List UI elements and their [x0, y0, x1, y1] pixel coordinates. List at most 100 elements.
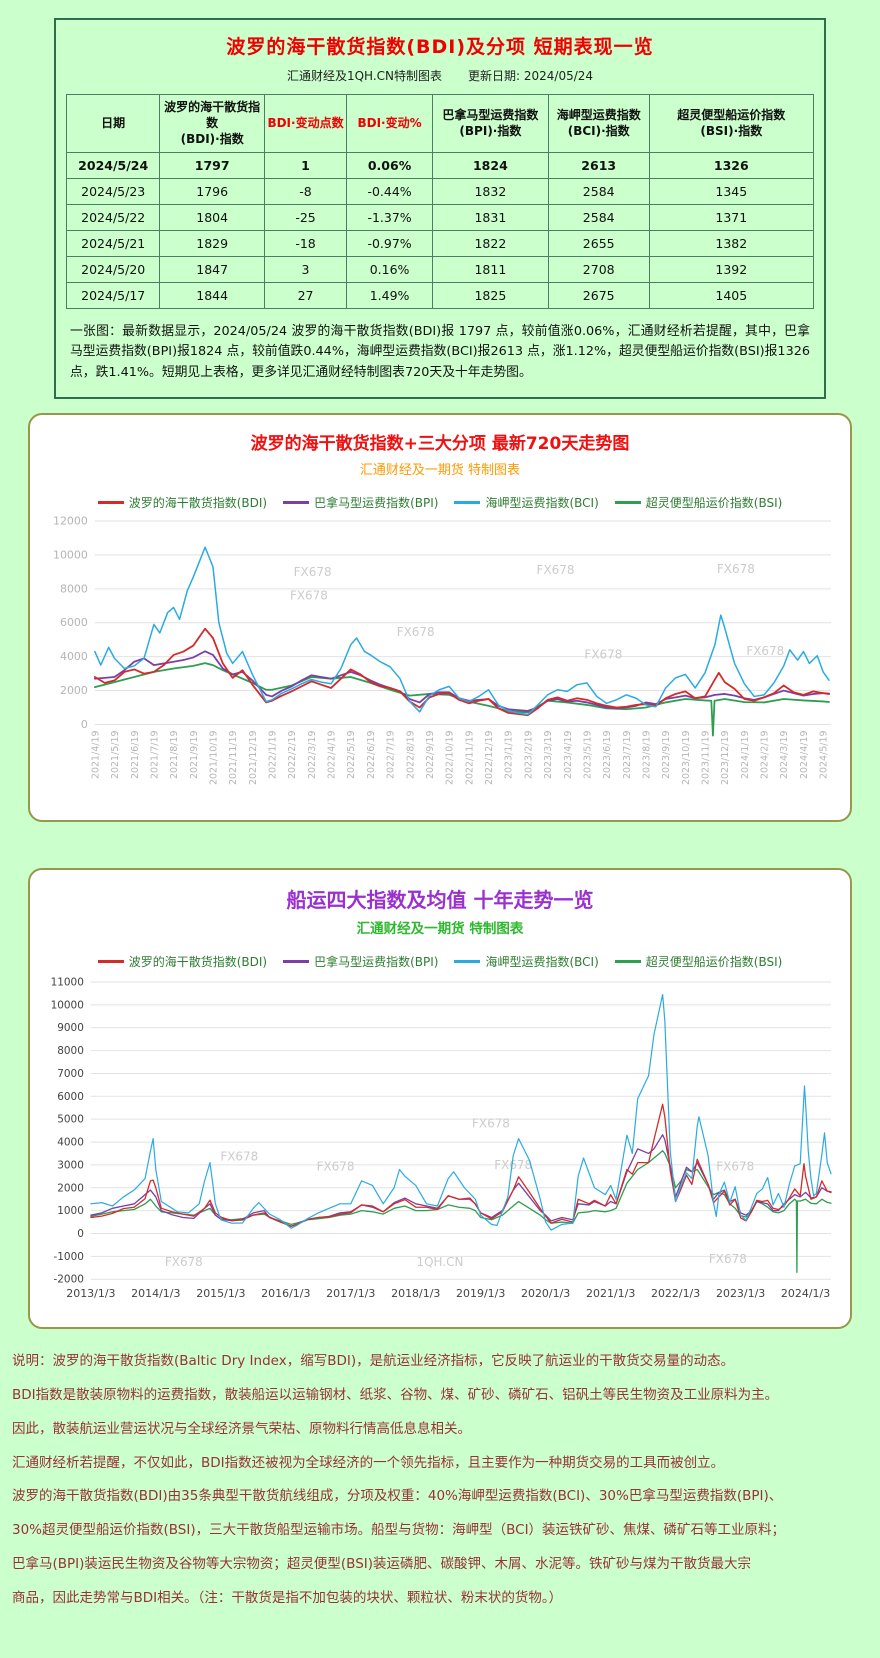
- svg-text:2022/1/19: 2022/1/19: [268, 730, 279, 779]
- legend-label: 波罗的海干散货指数(BDI): [128, 955, 268, 970]
- svg-text:2013/1/3: 2013/1/3: [66, 1287, 115, 1300]
- legend-label: 超灵便型船运价指数(BSI): [645, 495, 783, 510]
- panel-title: 波罗的海干散货指数(BDI)及分项 短期表现一览: [226, 36, 654, 58]
- svg-text:2022/1/3: 2022/1/3: [651, 1287, 700, 1300]
- gridlines: [94, 520, 832, 725]
- gridlines: [90, 981, 832, 1280]
- svg-text:2024/4/19: 2024/4/19: [799, 730, 810, 779]
- table-cell: 2024/5/22: [65, 203, 161, 231]
- svg-text:2014/1/3: 2014/1/3: [131, 1287, 180, 1300]
- svg-text:FX678: FX678: [716, 1160, 754, 1174]
- svg-text:0: 0: [81, 718, 88, 731]
- panel-subtitle: 汇通财经及1QH.CN特制图表 更新日期: 2024/05/24: [66, 67, 814, 84]
- table-cell: 1405: [648, 281, 815, 309]
- svg-text:2022/8/19: 2022/8/19: [405, 730, 416, 779]
- svg-text:FX678: FX678: [709, 1252, 747, 1266]
- svg-text:FX678: FX678: [165, 1255, 203, 1269]
- bdi-table: 日期 波罗的海干散货指数 (BDI)·指数 BDI·变动点数 BDI·变动% 巴拿马型运…: [65, 94, 815, 309]
- series-line-BDI: [93, 627, 830, 717]
- legend-label: 波罗的海干散货指数(BDI): [128, 495, 268, 510]
- table-cell: 2024/5/23: [65, 177, 161, 205]
- svg-text:2023/12/19: 2023/12/19: [720, 730, 731, 785]
- svg-text:2024/3/19: 2024/3/19: [779, 730, 790, 779]
- svg-text:2024/1/19: 2024/1/19: [740, 730, 751, 779]
- svg-text:FX678: FX678: [472, 1117, 510, 1131]
- note-line: 30%超灵便型船运价指数(BSI)，三大干散货船型运输市场。船型与货物：海岬型（…: [12, 1522, 786, 1539]
- svg-text:FX678: FX678: [584, 647, 622, 661]
- bdi-table-head: 日期 波罗的海干散货指数 (BDI)·指数 BDI·变动点数 BDI·变动% 巴拿马型运…: [65, 94, 815, 153]
- table-cell: 1847: [159, 255, 265, 283]
- legend-label: 巴拿马型运费指数(BPI): [314, 495, 439, 510]
- svg-text:2022/2/19: 2022/2/19: [287, 730, 298, 779]
- svg-text:9000: 9000: [57, 1022, 84, 1034]
- svg-text:7000: 7000: [57, 1068, 84, 1080]
- x-axis-labels: 2013/1/3 2014/1/3 2015/1/3 2016/1/3 2017/1/3…: [66, 1287, 830, 1300]
- svg-text:FX678: FX678: [717, 562, 755, 576]
- svg-text:2023/1/3: 2023/1/3: [716, 1287, 765, 1300]
- svg-text:2024/1/3: 2024/1/3: [781, 1287, 830, 1300]
- table-cell: 1804: [159, 203, 265, 231]
- header-row: 日期 波罗的海干散货指数 (BDI)·指数 BDI·变动点数 BDI·变动% 巴拿马型运…: [65, 94, 815, 153]
- note-line: 波罗的海干散货指数(BDI)由35条典型干散货航线组成，分项及权重：40%海岬型…: [12, 1488, 783, 1505]
- table-cell: 1345: [648, 177, 815, 205]
- legend-item: 海岬型运费指数(BCI): [454, 953, 599, 970]
- legend-label: 海岬型运费指数(BCI): [485, 955, 599, 970]
- table-cell: 1: [263, 151, 348, 179]
- svg-text:2021/12/19: 2021/12/19: [248, 730, 259, 785]
- svg-text:FX678: FX678: [397, 625, 435, 639]
- svg-text:FX678: FX678: [290, 588, 328, 602]
- svg-text:3000: 3000: [57, 1160, 84, 1172]
- table-cell: 1825: [432, 281, 549, 309]
- table-cell: 0.06%: [346, 151, 433, 179]
- svg-text:2023/4/19: 2023/4/19: [563, 730, 574, 779]
- svg-text:8000: 8000: [60, 582, 88, 595]
- svg-text:2022/12/19: 2022/12/19: [484, 730, 495, 785]
- svg-text:2021/10/19: 2021/10/19: [208, 730, 219, 785]
- column-header: 日期: [65, 94, 161, 153]
- svg-text:2017/1/3: 2017/1/3: [326, 1287, 375, 1300]
- series-line-BSI: [93, 662, 830, 737]
- table-cell: 1326: [648, 151, 815, 179]
- svg-text:2022/4/19: 2022/4/19: [327, 730, 338, 779]
- svg-text:2021/1/3: 2021/1/3: [586, 1287, 635, 1300]
- svg-text:2018/1/3: 2018/1/3: [391, 1287, 440, 1300]
- svg-text:4000: 4000: [60, 650, 88, 663]
- table-cell: 2613: [547, 151, 650, 179]
- svg-text:2023/10/19: 2023/10/19: [681, 730, 692, 785]
- table-cell: 27: [263, 281, 348, 309]
- watermarks: FX678 FX678 FX678 FX678 FX678 FX678 FX678: [290, 562, 784, 661]
- svg-text:FX678: FX678: [537, 563, 575, 577]
- svg-text:2016/1/3: 2016/1/3: [261, 1287, 310, 1300]
- svg-text:2022/10/19: 2022/10/19: [445, 730, 456, 785]
- table-cell: 1382: [648, 229, 815, 257]
- table-cell: -25: [263, 203, 348, 231]
- legend-label: 超灵便型船运价指数(BSI): [645, 955, 783, 970]
- svg-text:2000: 2000: [57, 1182, 84, 1194]
- x-axis-labels: 2021/4/19 2021/5/19 2021/6/19 2021/7/19 2021…: [90, 730, 829, 785]
- legend-item: 超灵便型船运价指数(BSI): [614, 494, 783, 511]
- svg-text:6000: 6000: [57, 1091, 84, 1103]
- svg-text:10000: 10000: [51, 1000, 84, 1012]
- legend-label: 海岬型运费指数(BCI): [485, 495, 599, 510]
- legend-swatch-BDI: [97, 500, 124, 504]
- chart-10y-panel: 船运四大指数及均值 十年走势一览 汇通财经及一期货 特制图表 波罗的海干散货指数…: [28, 868, 852, 1330]
- svg-text:2019/1/3: 2019/1/3: [456, 1287, 505, 1300]
- svg-text:2024/2/19: 2024/2/19: [760, 730, 771, 779]
- chart-720d-title: 波罗的海干散货指数+三大分项 最新720天走势图: [250, 433, 630, 454]
- svg-text:FX678: FX678: [294, 565, 332, 579]
- table-cell: 1.49%: [346, 281, 433, 309]
- legend-swatch-BCI: [454, 960, 481, 964]
- svg-text:2022/9/19: 2022/9/19: [425, 730, 436, 779]
- svg-text:10000: 10000: [53, 548, 88, 561]
- table-cell: 1392: [648, 255, 815, 283]
- chart-720d-panel: 波罗的海干散货指数+三大分项 最新720天走势图 汇通财经及一期货 特制图表 波…: [28, 412, 852, 823]
- note-line: BDI指数是散装原物料的运费指数，散装船运以运输钢材、纸浆、谷物、煤、矿砂、磷矿…: [12, 1387, 779, 1404]
- table-cell: 3: [263, 255, 348, 283]
- chart-10y-legend: 波罗的海干散货指数(BDI) 巴拿马型运费指数(BPI) 海岬型运费指数(BCI) 超…: [38, 953, 842, 970]
- series-lines: [90, 994, 832, 1274]
- svg-text:2021/7/19: 2021/7/19: [149, 730, 160, 779]
- svg-text:2023/11/19: 2023/11/19: [701, 730, 712, 785]
- svg-text:2022/5/19: 2022/5/19: [346, 730, 357, 779]
- panel-source: 汇通财经及1QH.CN特制图表: [286, 69, 443, 83]
